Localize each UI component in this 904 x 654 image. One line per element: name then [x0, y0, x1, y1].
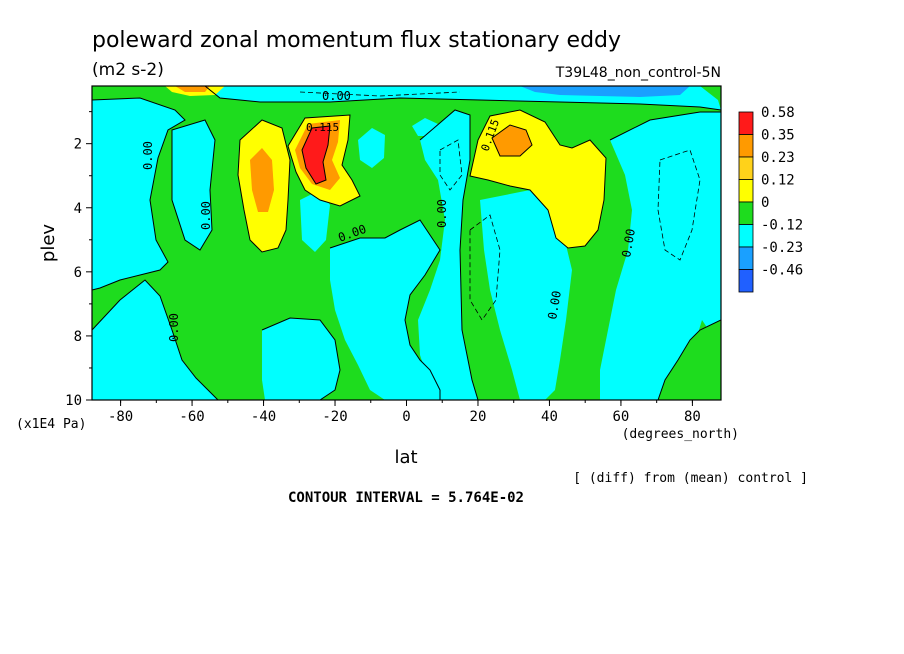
contour-label: 0.00 — [141, 141, 155, 170]
cyan-region-right-tropics — [418, 110, 478, 400]
x-tick-label: -60 — [179, 409, 204, 425]
contour-field — [92, 86, 721, 400]
contour-label: 0.00 — [619, 228, 638, 259]
cyan-region-right-mid — [480, 190, 572, 400]
chart-title: poleward zonal momentum flux stationary … — [92, 28, 621, 53]
x-tick-label: -20 — [322, 409, 347, 425]
colorbar-level-label: 0.23 — [761, 150, 795, 166]
y-axis: 2 4 6 8 10 — [65, 111, 92, 409]
x-tick-label: 0 — [402, 409, 410, 425]
cyan-region-left-inner — [172, 120, 215, 250]
cyan-region-far-right — [600, 112, 721, 400]
blue-region-top-right — [520, 86, 690, 97]
colorbar-swatch — [738, 179, 754, 203]
orange-region-top-left — [175, 86, 210, 92]
cyan-region-left-bottom — [92, 280, 218, 400]
y-tick-label: 2 — [74, 137, 82, 153]
colorbar-swatch — [738, 134, 754, 158]
cyan-region-small-right — [412, 118, 438, 136]
contour-label: 0.00 — [199, 201, 213, 230]
contour-label: 0.00 — [545, 290, 564, 321]
contour-label: 0.00 — [167, 313, 181, 342]
x-tick-label: 80 — [684, 409, 701, 425]
contour-label: 0.115 — [306, 121, 339, 134]
y-tick-label: 4 — [74, 201, 82, 217]
contour-label: 0.00 — [435, 199, 449, 228]
orange-region-right — [492, 125, 532, 156]
contour-lines — [92, 86, 721, 400]
x-axis-label: lat — [394, 447, 417, 468]
x-tick-label: -40 — [251, 409, 276, 425]
colorbar-level-label: 0.12 — [761, 173, 795, 189]
colorbar-level-label: 0 — [761, 195, 769, 211]
x-tick-label: 20 — [470, 409, 487, 425]
run-label: T39L48_non_control-5N — [555, 65, 721, 81]
x-axis-units: (degrees_north) — [622, 427, 739, 442]
x-axis: -80 -60 -40 -20 0 20 40 60 80 — [108, 400, 701, 425]
colorbar-level-label: -0.46 — [761, 263, 803, 279]
colorbar-swatch — [738, 201, 754, 225]
green-region-far-right-bottom — [684, 320, 718, 400]
orange-region-left — [250, 148, 274, 212]
x-tick-label: -80 — [108, 409, 133, 425]
colorbar-swatch — [738, 224, 754, 248]
y-tick-label: 8 — [74, 329, 82, 345]
cyan-region-small-node — [358, 128, 385, 168]
cyan-region-central — [330, 220, 440, 400]
y-axis-label: plev — [38, 224, 59, 263]
colorbar-level-label: -0.12 — [761, 218, 803, 234]
colorbar-swatch — [738, 269, 754, 293]
x-tick-label: 40 — [541, 409, 558, 425]
x-tick-label: 60 — [613, 409, 630, 425]
plot-area — [91, 85, 722, 401]
contour-interval: CONTOUR INTERVAL = 5.764E-02 — [288, 490, 524, 506]
colorbar-level-label: -0.23 — [761, 240, 803, 256]
contour-label: 0.00 — [322, 89, 351, 103]
colorbar-swatch — [738, 246, 754, 270]
y-tick-label: 6 — [74, 265, 82, 281]
cyan-region-mid-left — [300, 190, 330, 252]
colorbar-swatch — [738, 111, 754, 135]
colorbar-level-label: 0.35 — [761, 128, 795, 144]
cyan-region-far-left — [92, 98, 185, 290]
red-region-center — [302, 126, 330, 184]
colorbar-swatch — [738, 156, 754, 180]
y-tick-label: 10 — [65, 393, 82, 409]
dashed-contours — [299, 91, 701, 321]
cyan-region-lower-mid-left — [262, 318, 340, 400]
colorbar-legend: 0.58 0.35 0.23 0.12 0 -0.12 -0.23 -0.46 — [738, 105, 803, 293]
chart-units: (m2 s-2) — [92, 60, 164, 80]
y-axis-units: (x1E4 Pa) — [16, 417, 86, 432]
colorbar-level-label: 0.58 — [761, 105, 795, 121]
footer-note: [ (diff) from (mean) control ] — [573, 471, 808, 486]
